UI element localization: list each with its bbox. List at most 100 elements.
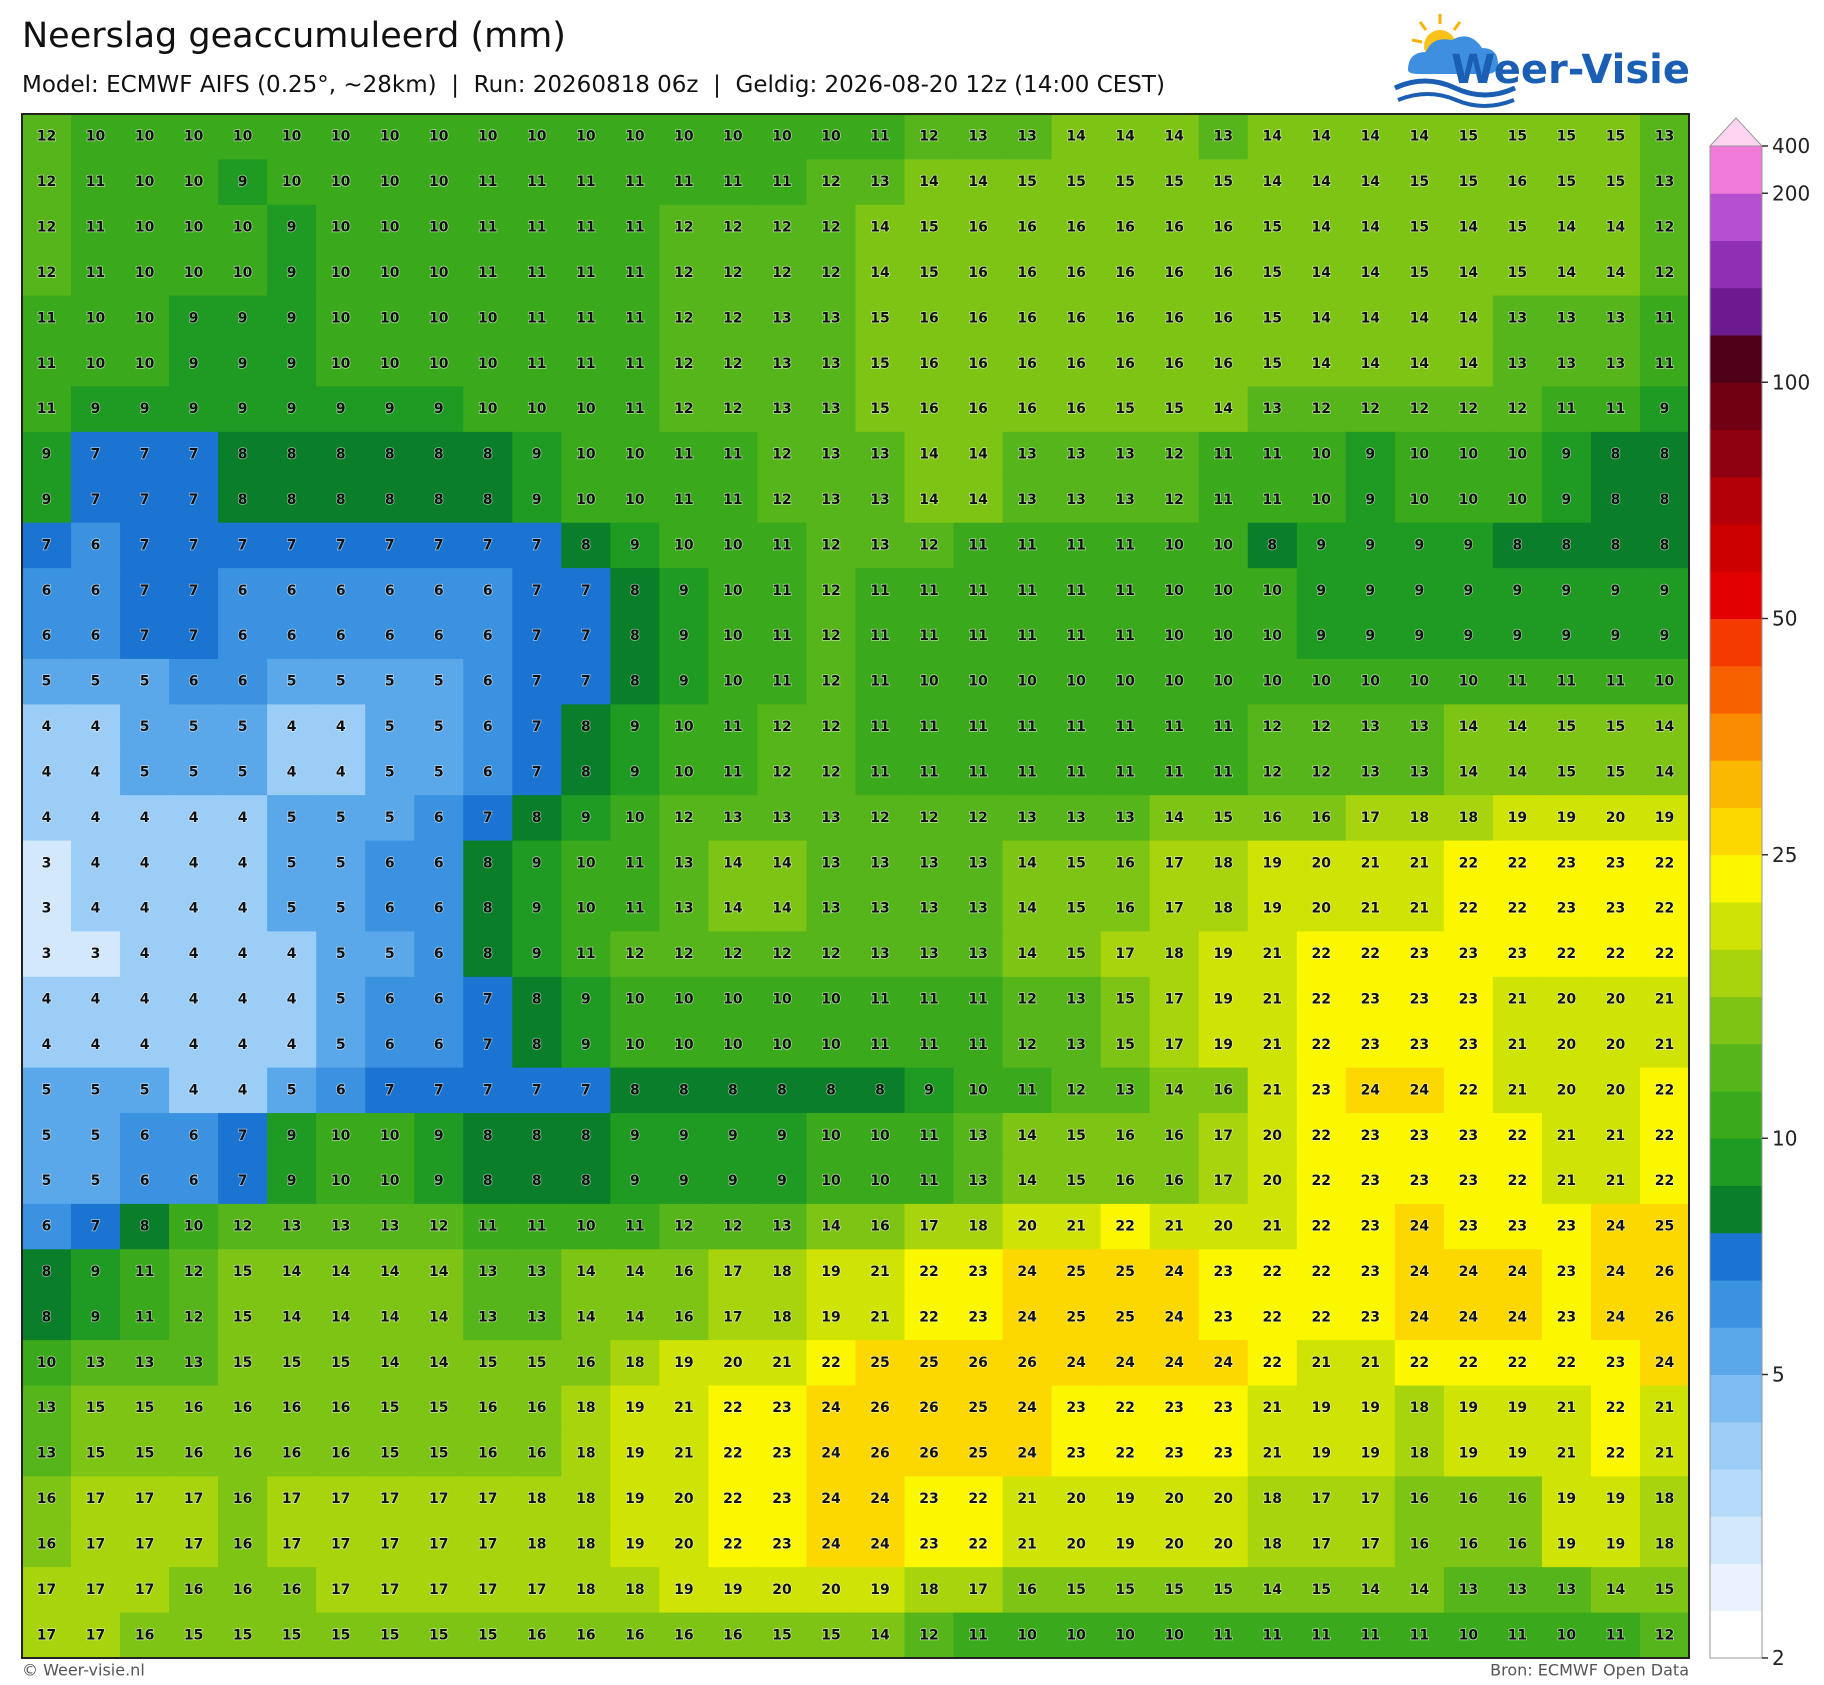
- map-cell: [22, 931, 72, 978]
- map-cell: [169, 749, 219, 796]
- map-cell: [120, 477, 170, 524]
- map-value: 6: [434, 628, 444, 644]
- map-value: 7: [189, 537, 199, 553]
- map-value: 7: [238, 1128, 248, 1144]
- map-cell: [806, 795, 857, 842]
- map-value: 19: [1557, 1536, 1576, 1552]
- map-value: 8: [483, 855, 493, 871]
- map-value: 22: [1263, 1355, 1282, 1371]
- map-cell: [1345, 931, 1396, 978]
- map-cell: [22, 749, 72, 796]
- map-cell: [904, 431, 955, 478]
- map-cell: [1639, 1521, 1690, 1568]
- map-value: 24: [1459, 1264, 1479, 1280]
- map-value: 15: [1263, 310, 1282, 326]
- map-cell: [1247, 613, 1298, 660]
- map-value: 16: [625, 1627, 644, 1643]
- map-cell: [806, 114, 857, 161]
- map-cell: [267, 1612, 317, 1659]
- map-cell: [1247, 568, 1298, 615]
- map-value: 14: [1361, 356, 1381, 372]
- map-cell: [1247, 431, 1298, 478]
- map-value: 26: [1655, 1309, 1674, 1325]
- map-value: 10: [331, 174, 351, 190]
- map-value: 18: [1263, 1536, 1282, 1552]
- map-cell: [1443, 1567, 1494, 1614]
- map-value: 10: [674, 764, 694, 780]
- map-value: 17: [380, 1491, 399, 1507]
- map-value: 13: [1655, 129, 1674, 145]
- map-value: 18: [1410, 810, 1429, 826]
- colorbar-label: 10: [1772, 1126, 1797, 1150]
- map-cell: [1345, 886, 1396, 933]
- map-value: 11: [1557, 674, 1576, 690]
- map-value: 9: [287, 265, 297, 281]
- map-value: 23: [1459, 1037, 1478, 1053]
- map-cell: [953, 1249, 1004, 1296]
- map-cell: [1443, 1203, 1494, 1250]
- map-value: 10: [968, 1082, 988, 1098]
- map-value: 12: [723, 1219, 742, 1235]
- map-cell: [1051, 795, 1102, 842]
- map-value: 16: [233, 1491, 252, 1507]
- map-cell: [904, 568, 955, 615]
- map-cell: [708, 1113, 759, 1160]
- map-value: 4: [287, 764, 297, 780]
- logo-text: Weer-Visie: [1451, 47, 1690, 93]
- map-value: 16: [478, 1446, 497, 1462]
- map-cell: [953, 250, 1004, 297]
- map-cell: [1492, 1340, 1543, 1387]
- map-value: 19: [1263, 901, 1282, 917]
- map-cell: [904, 250, 955, 297]
- map-cell: [1247, 114, 1298, 161]
- map-cell: [806, 341, 857, 388]
- map-cell: [1002, 522, 1053, 569]
- map-cell: [71, 1203, 121, 1250]
- map-value: 4: [189, 855, 199, 871]
- map-cell: [610, 1158, 660, 1205]
- map-value: 18: [527, 1491, 546, 1507]
- map-cell: [267, 886, 317, 933]
- map-cell: [1394, 1521, 1445, 1568]
- map-value: 4: [42, 764, 52, 780]
- map-cell: [610, 658, 660, 705]
- map-cell: [1541, 114, 1592, 161]
- map-cell: [1296, 477, 1347, 524]
- map-value: 10: [135, 356, 155, 372]
- map-value: 6: [336, 628, 346, 644]
- map-value: 14: [723, 855, 743, 871]
- map-value: 12: [674, 310, 693, 326]
- map-cell: [120, 1430, 170, 1477]
- map-value: 10: [135, 265, 155, 281]
- map-cell: [1296, 204, 1347, 251]
- map-value: 11: [1557, 401, 1576, 417]
- map-value: 23: [1459, 946, 1478, 962]
- map-cell: [708, 1067, 759, 1114]
- map-cell: [22, 1203, 72, 1250]
- map-cell: [414, 931, 464, 978]
- map-cell: [806, 1203, 857, 1250]
- map-cell: [1051, 1158, 1102, 1205]
- map-value: 12: [870, 810, 889, 826]
- map-cell: [512, 1158, 562, 1205]
- map-value: 13: [1066, 492, 1085, 508]
- map-value: 22: [1115, 1219, 1134, 1235]
- map-value: 19: [1557, 1491, 1576, 1507]
- map-cell: [463, 204, 513, 251]
- map-value: 25: [1115, 1264, 1134, 1280]
- map-cell: [169, 1294, 219, 1341]
- map-cell: [169, 886, 219, 933]
- map-cell: [1198, 840, 1249, 887]
- map-value: 12: [821, 174, 840, 190]
- map-cell: [953, 431, 1004, 478]
- colorbar-segment: [1710, 1091, 1762, 1139]
- map-cell: [1541, 1113, 1592, 1160]
- map-value: 16: [184, 1446, 203, 1462]
- map-cell: [1149, 795, 1200, 842]
- map-value: 19: [1508, 1400, 1527, 1416]
- map-value: 5: [385, 810, 395, 826]
- map-cell: [512, 1113, 562, 1160]
- map-value: 7: [581, 628, 591, 644]
- map-cell: [708, 1521, 759, 1568]
- map-value: 11: [1263, 492, 1282, 508]
